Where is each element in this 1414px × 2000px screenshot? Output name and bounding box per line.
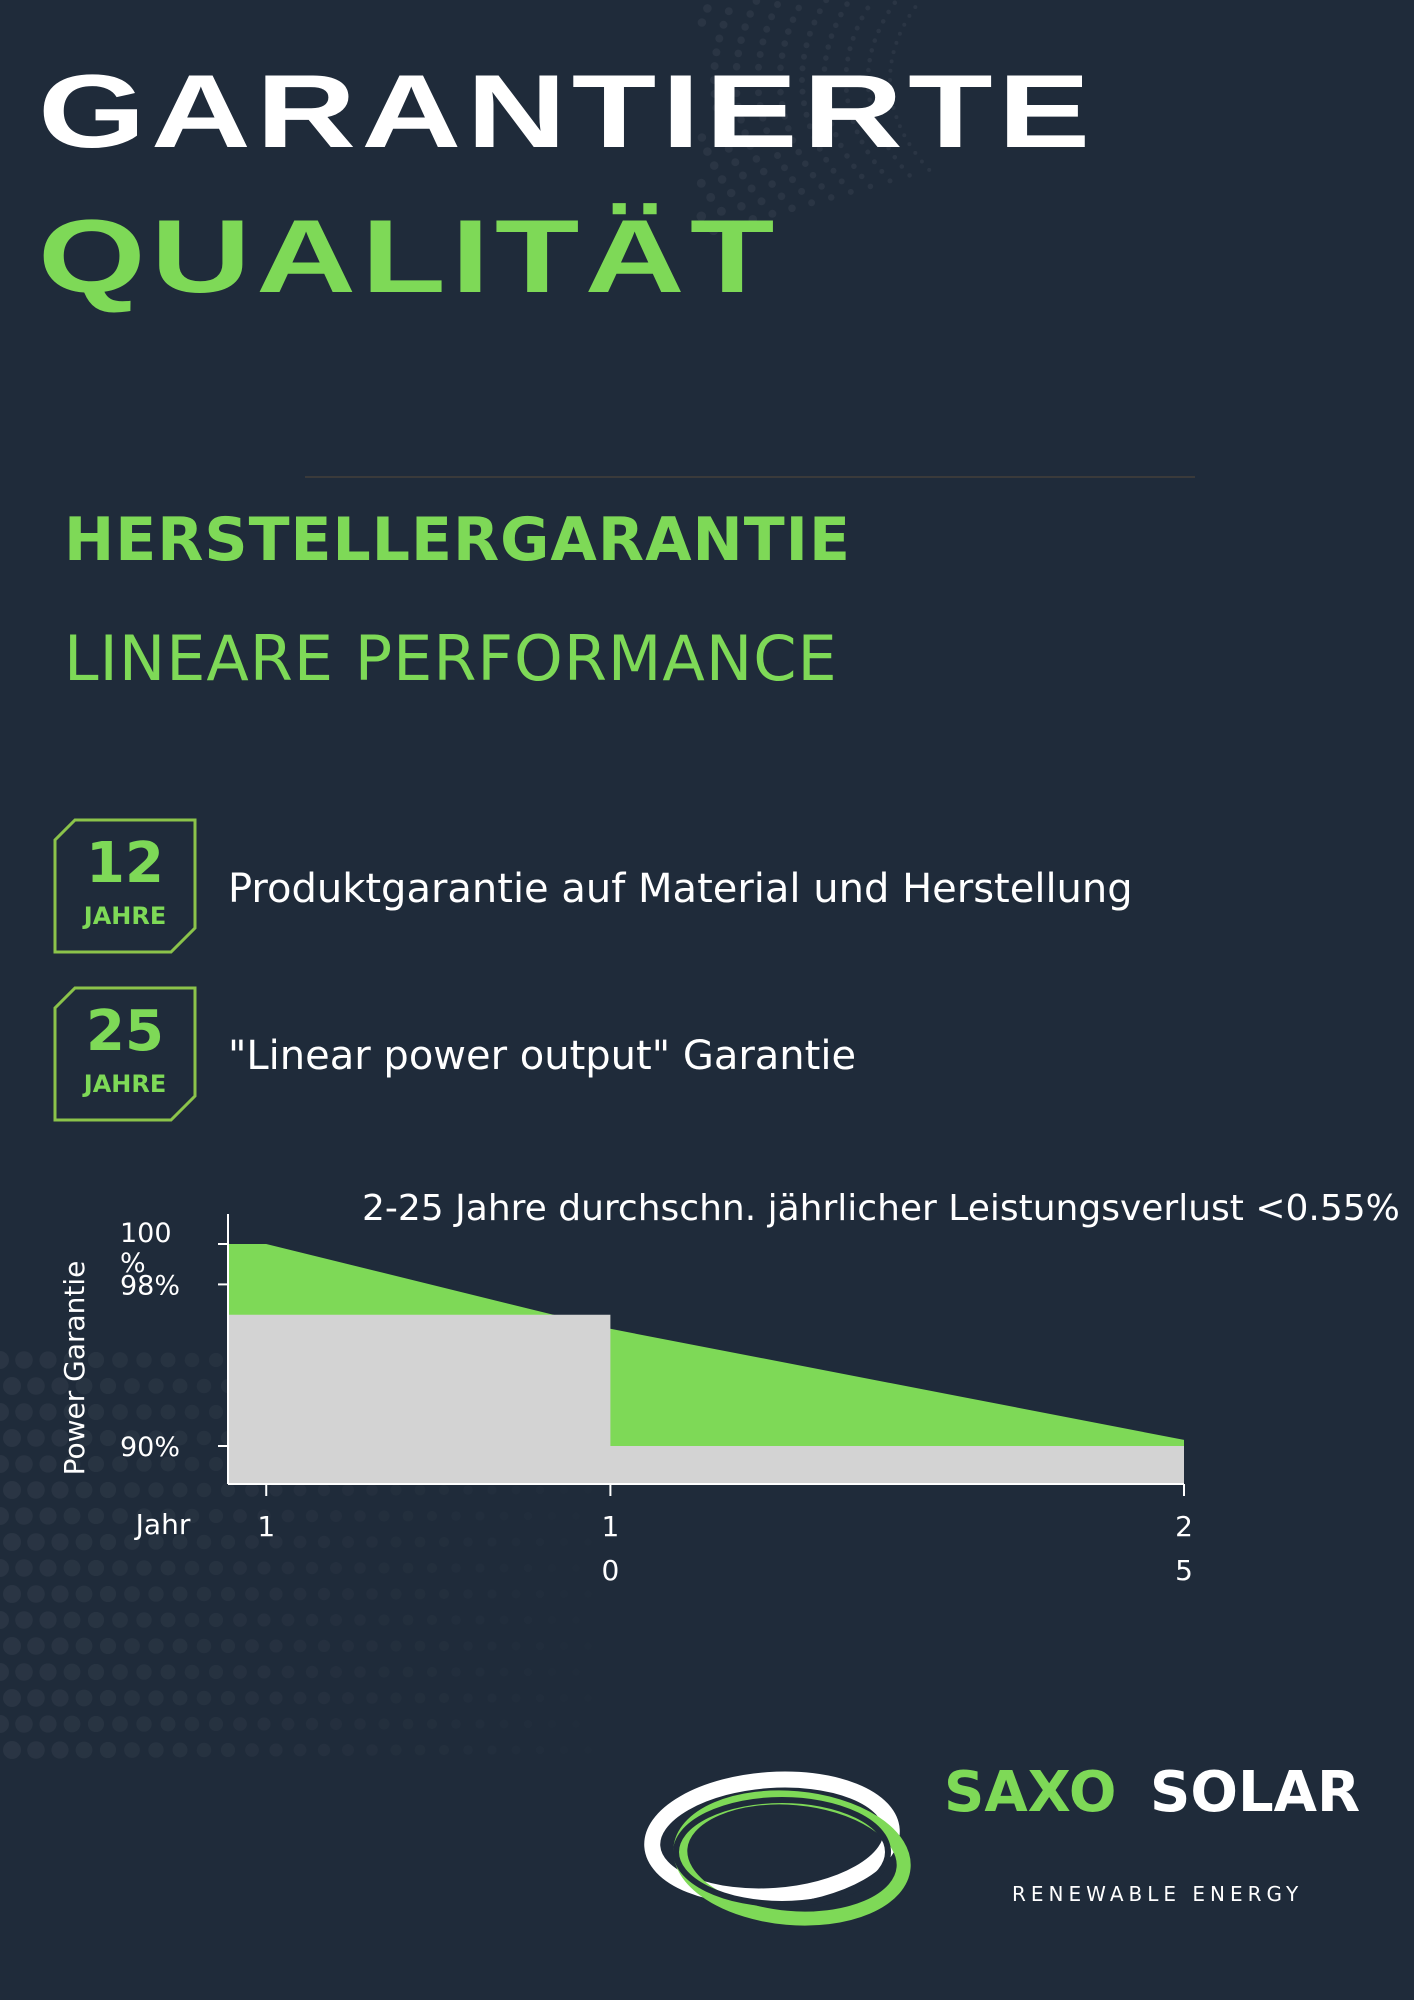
y-tick-label: 90%	[120, 1432, 180, 1463]
y-tick-label: 98%	[120, 1270, 180, 1301]
guarantee-text-product: Produktgarantie auf Material und Herstel…	[228, 866, 1133, 912]
brand-tagline: RENEWABLE ENERGY	[1012, 1882, 1304, 1906]
badge-years: 25	[86, 999, 164, 1064]
x-tick-label: 1	[257, 1510, 275, 1543]
divider-line	[305, 476, 1195, 478]
headline-line-1: GARANTIERTE	[38, 54, 1096, 170]
badge-25-jahre: 25 JAHRE	[53, 986, 197, 1122]
brand-name-solar: SOLAR	[1150, 1760, 1361, 1825]
badge-frame-icon	[53, 818, 197, 954]
ring-logo-icon	[644, 1771, 911, 1926]
headline-line-2: QUALITÄT	[38, 199, 780, 315]
badge-unit: JAHRE	[83, 902, 167, 930]
guarantee-text-linear: "Linear power output" Garantie	[228, 1033, 857, 1079]
x-axis-label: Jahr	[134, 1508, 191, 1541]
section-subtitle: LINEARE PERFORMANCE	[64, 622, 838, 695]
chart-title: 2-25 Jahre durchschn. jährlicher Leistun…	[362, 1188, 1400, 1229]
y-tick-label: 100%	[120, 1218, 172, 1279]
badge-frame-icon	[53, 986, 197, 1122]
brand-name-saxo: SAXO	[944, 1760, 1117, 1825]
y-axis-label: Power Garantie	[58, 1261, 91, 1476]
badge-12-jahre: 12 JAHRE	[53, 818, 197, 954]
brand-logo: SAXO SOLAR RENEWABLE ENERGY	[642, 1760, 1362, 1926]
dot-field	[0, 0, 932, 1759]
badge-unit: JAHRE	[83, 1070, 167, 1098]
section-title: HERSTELLERGARANTIE	[64, 505, 851, 575]
step-guarantee-area	[228, 1314, 1184, 1484]
badge-years: 12	[86, 831, 164, 896]
